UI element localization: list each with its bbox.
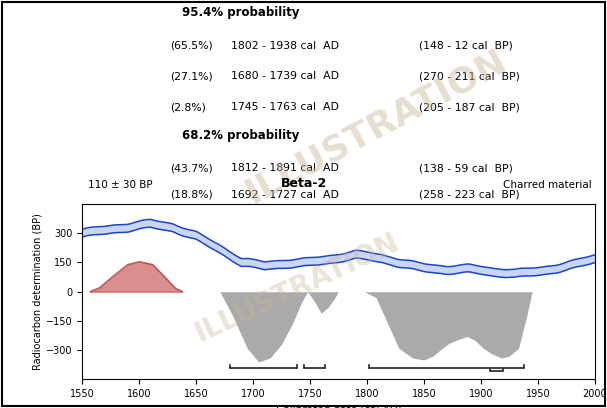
Text: (258 - 223 cal  BP): (258 - 223 cal BP) (419, 190, 520, 200)
Text: (65.5%): (65.5%) (170, 41, 212, 51)
Text: (43.7%): (43.7%) (170, 163, 212, 173)
Text: 95.4% probability: 95.4% probability (182, 6, 300, 19)
Text: 68.2% probability: 68.2% probability (182, 129, 299, 142)
Text: 1745 - 1763 cal  AD: 1745 - 1763 cal AD (231, 102, 339, 112)
Text: (27.1%): (27.1%) (170, 71, 212, 82)
Text: Beta-2: Beta-2 (280, 177, 327, 190)
X-axis label: Calibrated date (cal AD): Calibrated date (cal AD) (276, 405, 401, 408)
Text: ILLUSTRATION: ILLUSTRATION (191, 228, 404, 348)
Text: (205 - 187 cal  BP): (205 - 187 cal BP) (419, 102, 520, 112)
Text: (148 - 12 cal  BP): (148 - 12 cal BP) (419, 41, 513, 51)
Text: ILLUSTRATION: ILLUSTRATION (240, 43, 513, 210)
Text: (138 - 59 cal  BP): (138 - 59 cal BP) (419, 163, 513, 173)
Text: (5.7%): (5.7%) (170, 216, 206, 226)
Text: 1692 - 1727 cal  AD: 1692 - 1727 cal AD (231, 190, 339, 200)
Text: Charred material: Charred material (503, 180, 592, 190)
Text: 110 ± 30 BP: 110 ± 30 BP (88, 180, 152, 190)
Text: (42 - 31 cal  BP): (42 - 31 cal BP) (419, 216, 506, 226)
Text: (18.8%): (18.8%) (170, 190, 212, 200)
Text: 1812 - 1891 cal  AD: 1812 - 1891 cal AD (231, 163, 339, 173)
Text: 1908 - 1919 cal  AD: 1908 - 1919 cal AD (231, 216, 339, 226)
Text: (2.8%): (2.8%) (170, 102, 206, 112)
Text: 1680 - 1739 cal  AD: 1680 - 1739 cal AD (231, 71, 339, 82)
Text: (270 - 211 cal  BP): (270 - 211 cal BP) (419, 71, 520, 82)
Y-axis label: Radiocarbon determination (BP): Radiocarbon determination (BP) (33, 213, 43, 370)
Text: 1802 - 1938 cal  AD: 1802 - 1938 cal AD (231, 41, 339, 51)
